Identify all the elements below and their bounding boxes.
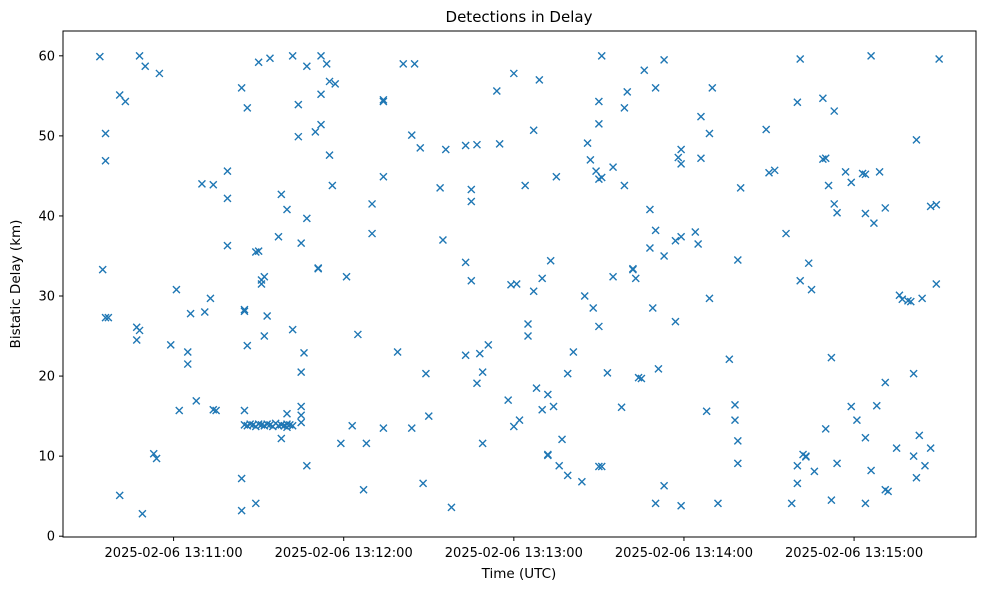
- svg-text:2025-02-06 13:13:00: 2025-02-06 13:13:00: [445, 546, 583, 561]
- chart-title: Detections in Delay: [446, 8, 593, 26]
- svg-text:60: 60: [38, 49, 55, 64]
- y-axis-label: Bistatic Delay (km): [8, 220, 24, 349]
- svg-text:40: 40: [38, 209, 55, 224]
- svg-text:10: 10: [38, 450, 55, 465]
- x-axis-label: Time (UTC): [481, 566, 557, 582]
- scatter-points: [95, 51, 944, 518]
- axes: 0 10 20 30 40 50 60 2025-02-06 13:11:00 2025-02-…: [38, 30, 977, 561]
- svg-text:20: 20: [38, 370, 55, 385]
- svg-text:2025-02-06 13:15:00: 2025-02-06 13:15:00: [785, 546, 923, 561]
- svg-text:30: 30: [38, 290, 55, 305]
- svg-text:2025-02-06 13:12:00: 2025-02-06 13:12:00: [275, 546, 413, 561]
- svg-text:50: 50: [38, 129, 55, 144]
- svg-text:0: 0: [47, 530, 55, 545]
- svg-text:2025-02-06 13:14:00: 2025-02-06 13:14:00: [615, 546, 753, 561]
- svg-text:2025-02-06 13:11:00: 2025-02-06 13:11:00: [105, 546, 243, 561]
